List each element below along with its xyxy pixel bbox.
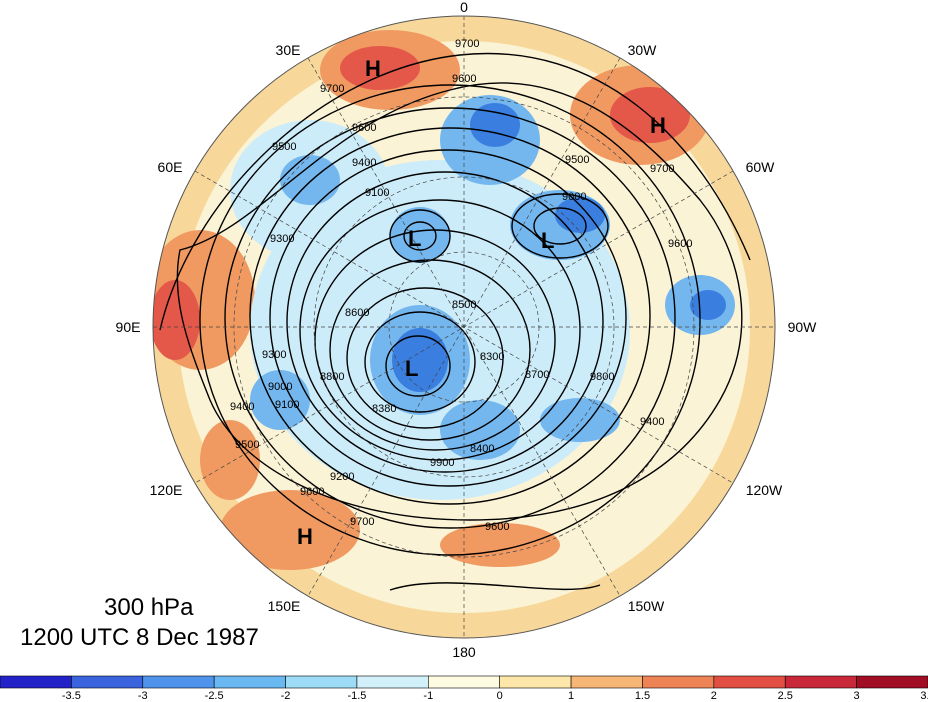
lon-label-90w: 90W: [788, 319, 818, 335]
contour-label: 9700: [455, 38, 479, 50]
low-marker: L: [541, 228, 554, 253]
contour-label: 9500: [565, 154, 589, 166]
low-marker: L: [405, 356, 418, 381]
colorbar-tick-label: -3: [138, 690, 148, 702]
pressure-systems: H H H L L L: [297, 56, 666, 549]
colorbar-swatch: [142, 675, 215, 689]
colorbar-swatch: [713, 675, 786, 689]
colorbar-tick-label: -3.5: [62, 690, 81, 702]
colorbar-tick-label: 3.5: [920, 690, 928, 702]
colorbar-swatch: [642, 675, 715, 689]
contour-label: 8600: [345, 307, 369, 319]
colorbar-swatch: [0, 675, 72, 689]
contour-label: 9600: [668, 238, 692, 250]
lon-label-150w: 150W: [628, 598, 665, 614]
contour-label: 9400: [640, 416, 664, 428]
colorbar-swatch: [570, 675, 643, 689]
contour-label: 9600: [300, 486, 324, 498]
contour-label: 9500: [235, 439, 259, 451]
colorbar-tick-label: -1.5: [347, 690, 366, 702]
colorbar-tick-label: -2: [281, 690, 291, 702]
lon-label-30w: 30W: [628, 42, 658, 58]
high-marker: H: [650, 113, 666, 138]
time-label: 1200 UTC 8 Dec 1987: [20, 624, 259, 651]
colorbar-tick-label: -1: [423, 690, 433, 702]
contour-label: 9200: [330, 471, 354, 483]
contour-label: 9300: [270, 233, 294, 245]
colorbar-tick-label: 3: [854, 690, 860, 702]
colorbar-swatch: [356, 675, 429, 689]
lon-label-180: 180: [452, 644, 476, 660]
contour-label: 9100: [275, 399, 299, 411]
contour-label: 9400: [230, 401, 254, 413]
lon-label-30e: 30E: [276, 42, 301, 58]
contour-label: 9400: [352, 157, 376, 169]
contour-label: 9300: [262, 349, 286, 361]
lon-label-120e: 120E: [150, 482, 183, 498]
contour-label: 8800: [320, 371, 344, 383]
colorbar-tick-label: 2.5: [778, 690, 793, 702]
contour-label: 9000: [562, 191, 586, 203]
lon-label-150e: 150E: [268, 598, 301, 614]
contour-label: 9700: [320, 83, 344, 95]
contour-label: 9600: [352, 122, 376, 134]
lon-label-60w: 60W: [746, 159, 776, 175]
contour-label: 9600: [485, 521, 509, 533]
contour-label: 9600: [452, 73, 476, 85]
colorbar-tick-label: 2: [711, 690, 717, 702]
lon-label-120w: 120W: [746, 482, 783, 498]
lon-label-90e: 90E: [116, 319, 141, 335]
high-marker: H: [297, 524, 313, 549]
contour-label: 9700: [350, 516, 374, 528]
colorbar: -3.5 -3 -2.5 -2 -1.5 -1 0 1 1.5 2 2.5 3 3.5: [0, 675, 928, 702]
contour-label: 9500: [272, 141, 296, 153]
contour-label: 8380: [372, 403, 396, 415]
contour-label: 8700: [525, 369, 549, 381]
high-marker: H: [365, 56, 381, 81]
lon-label-0: 0: [460, 0, 468, 15]
contour-label: 8300: [480, 351, 504, 363]
colorbar-swatch: [71, 675, 144, 689]
colorbar-tick-label: -2.5: [205, 690, 224, 702]
level-label: 300 hPa: [104, 594, 194, 621]
lon-label-60e: 60E: [158, 159, 183, 175]
contour-label: 9700: [650, 163, 674, 175]
contour-labels: 9700 9700 9600 9600 9500 9400 9300 9100 …: [230, 38, 692, 533]
contour-label: 8400: [470, 443, 494, 455]
colorbar-swatch: [856, 675, 928, 689]
low-marker: L: [408, 226, 421, 251]
contour-label: 8500: [452, 299, 476, 311]
contour-label: 9100: [365, 187, 389, 199]
colorbar-tick-label: 1.5: [635, 690, 650, 702]
map-disc: [153, 16, 775, 638]
contour-label: 9900: [430, 457, 454, 469]
colorbar-swatch: [285, 675, 358, 689]
colorbar-swatch: [428, 675, 500, 689]
colorbar-tick-label: 0: [497, 690, 503, 702]
colorbar-tick-label: 1: [568, 690, 574, 702]
contour-label: 9800: [590, 371, 614, 383]
colorbar-swatch: [213, 675, 286, 689]
colorbar-swatch: [784, 675, 857, 689]
longitude-labels: 0 30W 60W 90W 120W 150W 180 150E 120E 90…: [116, 0, 818, 660]
colorbar-swatch: [499, 675, 572, 689]
contour-label: 9000: [268, 381, 292, 393]
